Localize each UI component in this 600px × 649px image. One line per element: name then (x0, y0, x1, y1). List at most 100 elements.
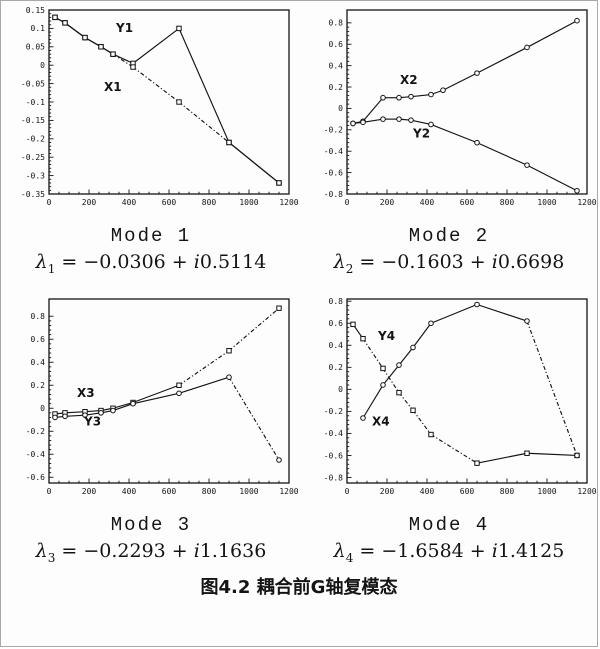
svg-text:-0.4: -0.4 (324, 147, 343, 156)
svg-text:200: 200 (380, 487, 395, 496)
svg-text:1200: 1200 (279, 198, 298, 207)
svg-text:-0.2: -0.2 (324, 407, 343, 416)
svg-text:0.4: 0.4 (329, 61, 344, 70)
imaginary-unit: i (193, 539, 200, 562)
imaginary-unit: i (491, 251, 498, 273)
svg-text:0: 0 (345, 487, 350, 496)
svg-text:-0.3: -0.3 (26, 171, 45, 180)
svg-text:600: 600 (460, 487, 475, 496)
svg-text:1000: 1000 (537, 198, 556, 207)
svg-text:X2: X2 (400, 73, 418, 87)
mode-1-panel: 0 200 400 600 800 1000 1200 0.15 0.1 0.05 0 -0.05 -0… (1, 3, 301, 276)
svg-text:Y4: Y4 (377, 329, 395, 343)
svg-text:0: 0 (40, 404, 45, 413)
svg-text:-0.8: -0.8 (324, 190, 343, 199)
eigenvalue-imag: 1.4125 (497, 539, 565, 562)
svg-text:-0.8: -0.8 (324, 473, 343, 482)
mode-1-chart: 0 200 400 600 800 1000 1200 0.15 0.1 0.05 0 -0.05 -0… (21, 6, 299, 207)
lambda-subscript: 2 (345, 261, 354, 276)
svg-text:0: 0 (345, 198, 350, 207)
svg-text:0.2: 0.2 (329, 363, 344, 372)
lambda-subscript: 1 (47, 261, 56, 276)
svg-text:0.1: 0.1 (31, 24, 46, 33)
svg-text:0.15: 0.15 (26, 6, 45, 15)
svg-text:0.8: 0.8 (329, 19, 344, 28)
eigenvalue-real: = −0.2293 + (55, 539, 194, 562)
svg-text:-0.25: -0.25 (21, 153, 45, 162)
svg-text:0.8: 0.8 (329, 297, 344, 306)
svg-text:-0.4: -0.4 (324, 429, 343, 438)
mode-4-label: Mode 4 (408, 513, 490, 536)
svg-text:800: 800 (500, 198, 515, 207)
svg-text:800: 800 (500, 487, 515, 496)
mode-3-eigenvalue: λ3 = −0.2293 + i1.1636 (36, 540, 267, 565)
svg-text:X1: X1 (104, 80, 122, 94)
svg-text:0: 0 (40, 61, 45, 70)
figure-grid: 0 200 400 600 800 1000 1200 0.15 0.1 0.05 0 -0.05 -0… (1, 1, 597, 565)
eigenvalue-real: = −1.6584 + (353, 539, 492, 562)
svg-text:800: 800 (202, 487, 217, 496)
lambda-subscript: 4 (345, 550, 354, 565)
svg-text:0.4: 0.4 (31, 358, 46, 367)
svg-text:0.2: 0.2 (31, 381, 46, 390)
svg-text:1200: 1200 (577, 487, 596, 496)
mode-3-label: Mode 3 (110, 513, 192, 536)
mode-4-chart: 0 200 400 600 800 1000 1200 0.8 0.6 0.4 0.2 0 -0.2 -0… (324, 297, 597, 496)
svg-text:600: 600 (460, 198, 475, 207)
svg-text:600: 600 (162, 198, 177, 207)
svg-text:Y3: Y3 (83, 414, 101, 428)
svg-text:0.6: 0.6 (329, 40, 344, 49)
lambda-symbol: λ (35, 251, 48, 273)
eigenvalue-imag: 1.1636 (199, 539, 267, 562)
eigenvalue-real: = −0.1603 + (353, 251, 492, 273)
svg-text:-0.1: -0.1 (26, 98, 45, 107)
eigenvalue-real: = −0.0306 + (55, 251, 194, 273)
svg-text:0.2: 0.2 (329, 83, 344, 92)
svg-text:-0.05: -0.05 (21, 79, 45, 88)
figure-caption: 图4.2 耦合前G轴复模态 (200, 576, 398, 598)
svg-text:-0.2: -0.2 (324, 126, 343, 135)
svg-text:Y1: Y1 (115, 21, 133, 35)
svg-text:400: 400 (122, 487, 137, 496)
svg-text:-0.2: -0.2 (26, 135, 45, 144)
mode-4-eigenvalue: λ4 = −1.6584 + i1.4125 (334, 540, 565, 565)
mode-3-chart: 0 200 400 600 800 1000 1200 0.8 0.6 0.4 0.2 0 -0.2 -0… (26, 298, 299, 496)
svg-text:200: 200 (82, 487, 97, 496)
svg-text:-0.2: -0.2 (26, 427, 45, 436)
svg-text:0.4: 0.4 (329, 341, 344, 350)
svg-text:X4: X4 (372, 415, 390, 429)
svg-text:0: 0 (47, 487, 52, 496)
lambda-symbol: λ (333, 539, 346, 562)
lambda-symbol: λ (333, 251, 346, 273)
svg-text:1000: 1000 (239, 198, 258, 207)
svg-text:-0.6: -0.6 (324, 451, 343, 460)
imaginary-unit: i (193, 251, 200, 273)
mode-4-panel: 0 200 400 600 800 1000 1200 0.8 0.6 0.4 0.2 0 -0.2 -0… (301, 292, 597, 565)
svg-text:1000: 1000 (239, 487, 258, 496)
svg-text:0.6: 0.6 (329, 319, 344, 328)
svg-text:400: 400 (122, 198, 137, 207)
svg-text:600: 600 (162, 487, 177, 496)
svg-text:400: 400 (420, 198, 435, 207)
svg-text:1200: 1200 (279, 487, 298, 496)
svg-text:0: 0 (338, 104, 343, 113)
mode-2-label: Mode 2 (408, 225, 490, 247)
mode-1-label: Mode 1 (110, 225, 192, 247)
svg-text:200: 200 (82, 198, 97, 207)
svg-text:0.8: 0.8 (31, 312, 46, 321)
lambda-symbol: λ (35, 539, 48, 562)
svg-text:800: 800 (202, 198, 217, 207)
svg-text:-0.6: -0.6 (324, 168, 343, 177)
svg-text:-0.6: -0.6 (26, 473, 45, 482)
svg-text:0.05: 0.05 (26, 43, 45, 52)
eigenvalue-imag: 0.6698 (497, 251, 565, 273)
mode-2-chart: 0 200 400 600 800 1000 1200 0.8 0.6 0.4 0.2 0 -0.2 -0… (324, 9, 597, 207)
svg-text:1000: 1000 (537, 487, 556, 496)
imaginary-unit: i (491, 539, 498, 562)
lambda-subscript: 3 (47, 550, 56, 565)
svg-text:200: 200 (380, 198, 395, 207)
svg-text:Y2: Y2 (412, 126, 430, 140)
eigenvalue-imag: 0.5114 (199, 251, 267, 273)
svg-text:0: 0 (338, 385, 343, 394)
